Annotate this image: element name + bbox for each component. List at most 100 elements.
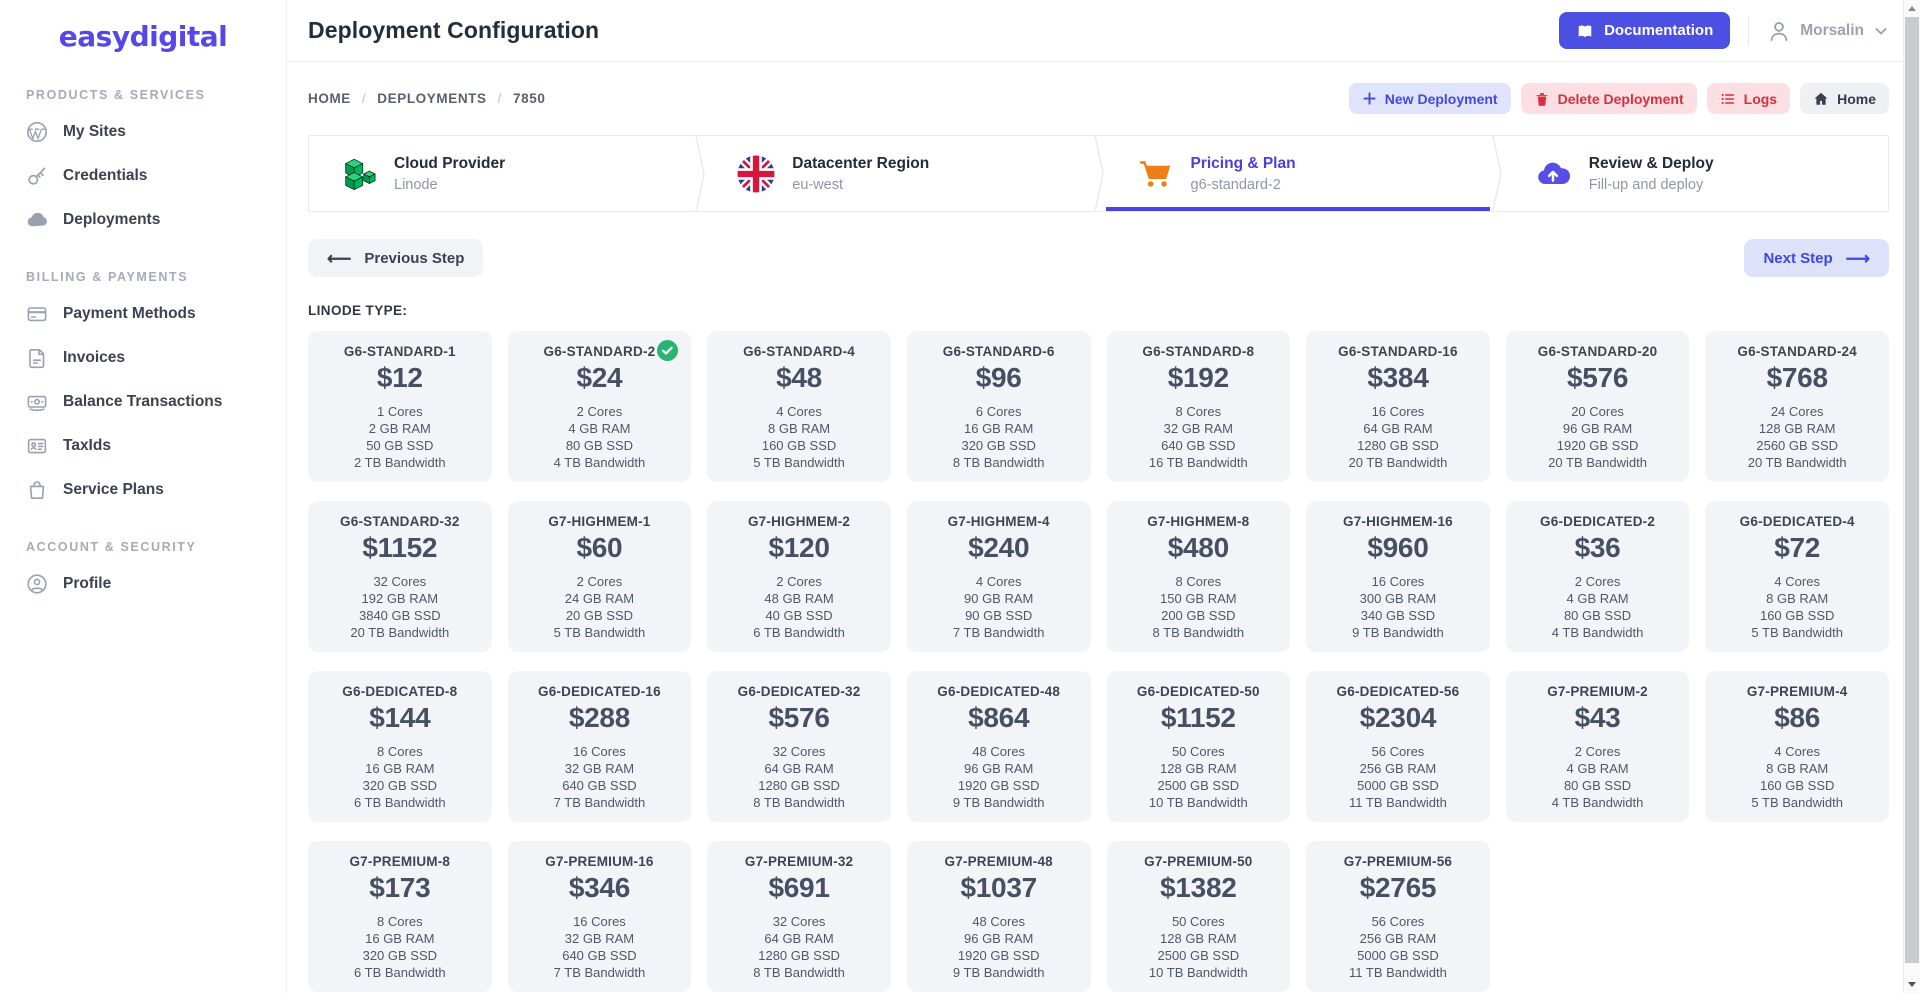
plan-card-g7-highmem-4[interactable]: G7-HIGHMEM-4 $240 4 Cores 90 GB RAM 90 GB …: [906, 501, 1091, 652]
sidebar-item-label: Deployments: [63, 211, 161, 228]
user-circle-icon: [26, 573, 48, 595]
deployment-step-wizard: Cloud Provider Linode Datacenter Region …: [308, 135, 1889, 212]
plan-specs: 4 Cores 8 GB RAM 160 GB SSD 5 TB Bandwidth: [1751, 744, 1843, 810]
plan-card-g6-standard-24[interactable]: G6-STANDARD-24 $768 24 Cores 128 GB RAM 25…: [1705, 331, 1889, 482]
plan-card-g7-highmem-1[interactable]: G7-HIGHMEM-1 $60 2 Cores 24 GB RAM 20 GB S…: [507, 501, 692, 652]
sidebar-item-payment-methods[interactable]: Payment Methods: [0, 292, 286, 336]
scrollbar-thumb[interactable]: [1905, 17, 1919, 963]
content: HOME / DEPLOYMENTS / 7850 New Deployment Del…: [287, 62, 1920, 992]
plan-card-g7-premium-2[interactable]: G7-PREMIUM-2 $43 2 Cores 4 GB RAM 80 GB SS…: [1505, 671, 1690, 822]
arrow-left-icon: ⟵: [327, 248, 352, 268]
plan-price: $72: [1774, 532, 1821, 563]
wizard-step-title: Pricing & Plan: [1190, 154, 1296, 172]
previous-step-button[interactable]: ⟵ Previous Step: [308, 239, 484, 277]
plan-card-g6-dedicated-8[interactable]: G6-DEDICATED-8 $144 8 Cores 16 GB RAM 320 …: [308, 671, 492, 822]
sidebar-item-profile[interactable]: Profile: [0, 562, 286, 606]
plan-card-g6-standard-6[interactable]: G6-STANDARD-6 $96 6 Cores 16 GB RAM 320 GB…: [906, 331, 1091, 482]
plan-card-g6-standard-8[interactable]: G6-STANDARD-8 $192 8 Cores 32 GB RAM 640 G…: [1106, 331, 1291, 482]
plan-card-g6-dedicated-2[interactable]: G6-DEDICATED-2 $36 2 Cores 4 GB RAM 80 GB …: [1505, 501, 1690, 652]
wizard-step-subtitle: Fill-up and deploy: [1588, 176, 1704, 193]
plan-card-g6-dedicated-32[interactable]: G6-DEDICATED-32 $576 32 Cores 64 GB RAM 12…: [707, 671, 891, 822]
plus-icon: [1362, 91, 1377, 106]
plan-card-g6-standard-32[interactable]: G6-STANDARD-32 $1152 32 Cores 192 GB RAM 3…: [308, 501, 492, 652]
plan-card-g6-standard-20[interactable]: G6-STANDARD-20 $576 20 Cores 96 GB RAM 192…: [1505, 331, 1690, 482]
plan-name: G7-HIGHMEM-2: [747, 514, 851, 529]
plan-specs: 20 Cores 96 GB RAM 1920 GB SSD 20 TB Bandwi…: [1548, 404, 1647, 470]
step-divider: [695, 136, 705, 211]
plan-card-g6-standard-2[interactable]: G6-STANDARD-2 $24 2 Cores 4 GB RAM 80 GB S…: [507, 331, 692, 482]
sidebar-item-credentials[interactable]: Credentials: [0, 154, 286, 198]
wizard-step-review-deploy[interactable]: Review & Deploy Fill-up and deploy: [1504, 136, 1888, 211]
plan-price: $960: [1367, 532, 1429, 563]
plan-card-g6-dedicated-50[interactable]: G6-DEDICATED-50 $1152 50 Cores 128 GB RAM…: [1106, 671, 1291, 822]
plan-card-g6-standard-1[interactable]: G6-STANDARD-1 $12 1 Cores 2 GB RAM 50 GB S…: [308, 331, 492, 482]
plan-price: $2765: [1359, 872, 1437, 903]
plan-card-g6-standard-4[interactable]: G6-STANDARD-4 $48 4 Cores 8 GB RAM 160 GB …: [707, 331, 891, 482]
breadcrumb-item-deployments[interactable]: DEPLOYMENTS: [377, 91, 487, 106]
plan-card-g7-premium-48[interactable]: G7-PREMIUM-48 $1037 48 Cores 96 GB RAM 192…: [906, 841, 1091, 992]
plan-card-g7-premium-8[interactable]: G7-PREMIUM-8 $173 8 Cores 16 GB RAM 320 GB…: [308, 841, 492, 992]
sidebar-item-deployments[interactable]: Deployments: [0, 198, 286, 242]
plan-name: G6-DEDICATED-8: [342, 684, 458, 699]
new-deployment-button[interactable]: New Deployment: [1348, 83, 1511, 114]
book-icon: [1576, 22, 1594, 40]
sidebar-item-label: Service Plans: [63, 481, 164, 498]
plan-specs: 8 Cores 150 GB RAM 200 GB SSD 8 TB Bandwidt…: [1152, 574, 1245, 640]
plan-name: G7-PREMIUM-4: [1746, 684, 1848, 699]
scrollbar-up-arrow[interactable]: [1904, 0, 1920, 17]
plan-card-g6-dedicated-16[interactable]: G6-DEDICATED-16 $288 16 Cores 32 GB RAM 64…: [507, 671, 692, 822]
plan-card-g7-premium-32[interactable]: G7-PREMIUM-32 $691 32 Cores 64 GB RAM 1280…: [707, 841, 891, 992]
plan-price: $346: [568, 872, 630, 903]
plan-name: G7-PREMIUM-8: [349, 854, 451, 869]
next-step-button[interactable]: Next Step ⟶: [1744, 239, 1889, 277]
wizard-step-cloud-provider[interactable]: Cloud Provider Linode: [309, 136, 693, 211]
plan-card-g6-dedicated-56[interactable]: G6-DEDICATED-56 $2304 56 Cores 256 GB RAM…: [1306, 671, 1490, 822]
breadcrumb-item-7850: 7850: [513, 91, 546, 106]
wizard-step-title: Datacenter Region: [792, 154, 930, 172]
plan-card-g6-dedicated-4[interactable]: G6-DEDICATED-4 $72 4 Cores 8 GB RAM 160 GB…: [1705, 501, 1889, 652]
plan-card-g7-premium-50[interactable]: G7-PREMIUM-50 $1382 50 Cores 128 GB RAM 25…: [1106, 841, 1291, 992]
wizard-step-pricing-plan[interactable]: Pricing & Plan g6-standard-2: [1105, 136, 1491, 211]
delete-deployment-button[interactable]: Delete Deployment: [1520, 83, 1697, 114]
breadcrumb-separator: /: [497, 91, 502, 106]
plan-name: G7-HIGHMEM-1: [548, 514, 651, 529]
scrollbar-down-arrow[interactable]: [1904, 976, 1920, 993]
sidebar-item-label: Payment Methods: [63, 305, 196, 322]
plan-name: G6-DEDICATED-48: [937, 684, 1061, 699]
plan-card-g6-dedicated-48[interactable]: G6-DEDICATED-48 $864 48 Cores 96 GB RAM 19…: [906, 671, 1091, 822]
sidebar-section-label: PRODUCTS & SERVICES: [26, 88, 206, 102]
plan-card-g7-premium-16[interactable]: G7-PREMIUM-16 $346 16 Cores 32 GB RAM 640 …: [507, 841, 692, 992]
plan-price: $1152: [362, 532, 438, 563]
sidebar-item-label: Credentials: [63, 167, 148, 184]
sidebar-item-taxids[interactable]: TaxIds: [0, 424, 286, 468]
plan-price: $12: [376, 362, 423, 393]
wizard-step-datacenter-region[interactable]: Datacenter Region eu-west: [707, 136, 1091, 211]
plan-card-g7-highmem-16[interactable]: G7-HIGHMEM-16 $960 16 Cores 300 GB RAM 340…: [1306, 501, 1490, 652]
plan-card-g7-premium-56[interactable]: G7-PREMIUM-56 $2765 56 Cores 256 GB RAM 50…: [1306, 841, 1490, 992]
documentation-button[interactable]: Documentation: [1559, 12, 1731, 49]
plan-card-g7-highmem-2[interactable]: G7-HIGHMEM-2 $120 2 Cores 48 GB RAM 40 GB …: [707, 501, 891, 652]
plan-card-g7-premium-4[interactable]: G7-PREMIUM-4 $86 4 Cores 8 GB RAM 160 GB S…: [1705, 671, 1889, 822]
step-divider: [1093, 136, 1104, 211]
logs-button[interactable]: Logs: [1706, 83, 1791, 114]
sidebar-item-my-sites[interactable]: My Sites: [0, 110, 286, 154]
plan-name: G7-PREMIUM-48: [944, 854, 1053, 869]
plan-specs: 2 Cores 24 GB RAM 20 GB SSD 5 TB Bandwidth: [553, 574, 646, 640]
plan-name: G6-STANDARD-32: [340, 514, 460, 529]
plan-price: $864: [968, 702, 1030, 733]
sidebar-item-invoices[interactable]: Invoices: [0, 336, 286, 380]
plan-specs: 56 Cores 256 GB RAM 5000 GB SSD 11 TB Bandw…: [1349, 914, 1447, 980]
home-button[interactable]: Home: [1800, 83, 1889, 114]
user-menu[interactable]: Morsalin: [1767, 19, 1889, 43]
plan-name: G6-DEDICATED-4: [1739, 514, 1855, 529]
invoice-icon: [26, 347, 48, 369]
breadcrumb-item-home[interactable]: HOME: [308, 91, 351, 106]
plan-name: G6-STANDARD-8: [1142, 344, 1255, 359]
plan-price: $691: [768, 872, 830, 903]
plan-price: $24: [576, 362, 623, 393]
plan-name: G7-HIGHMEM-4: [947, 514, 1050, 529]
sidebar-item-balance-transactions[interactable]: Balance Transactions: [0, 380, 286, 424]
plan-card-g7-highmem-8[interactable]: G7-HIGHMEM-8 $480 8 Cores 150 GB RAM 200 G…: [1106, 501, 1291, 652]
plan-card-g6-standard-16[interactable]: G6-STANDARD-16 $384 16 Cores 64 GB RAM 128…: [1306, 331, 1490, 482]
sidebar-item-service-plans[interactable]: Service Plans: [0, 468, 286, 512]
